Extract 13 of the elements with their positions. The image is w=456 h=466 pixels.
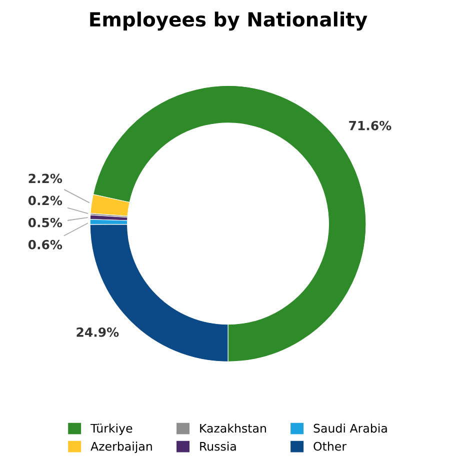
legend-label: Russia: [200, 442, 236, 451]
data-label: 0.6%: [28, 240, 62, 250]
legend-label: Other: [314, 442, 347, 451]
data-label: 24.9%: [76, 327, 119, 337]
chart-title: Employees by Nationality: [90, 12, 368, 31]
data-label: 0.5%: [28, 218, 62, 228]
legend-label: Kazakhstan: [200, 424, 266, 433]
legend-label: Azerbaijan: [90, 442, 152, 454]
legend-label: Türkiye: [90, 424, 132, 436]
data-label: 0.2%: [28, 196, 62, 206]
legend-label: Saudi Arabia: [314, 424, 387, 433]
data-label: 2.2%: [28, 174, 62, 184]
data-label: 71.6%: [349, 120, 392, 130]
